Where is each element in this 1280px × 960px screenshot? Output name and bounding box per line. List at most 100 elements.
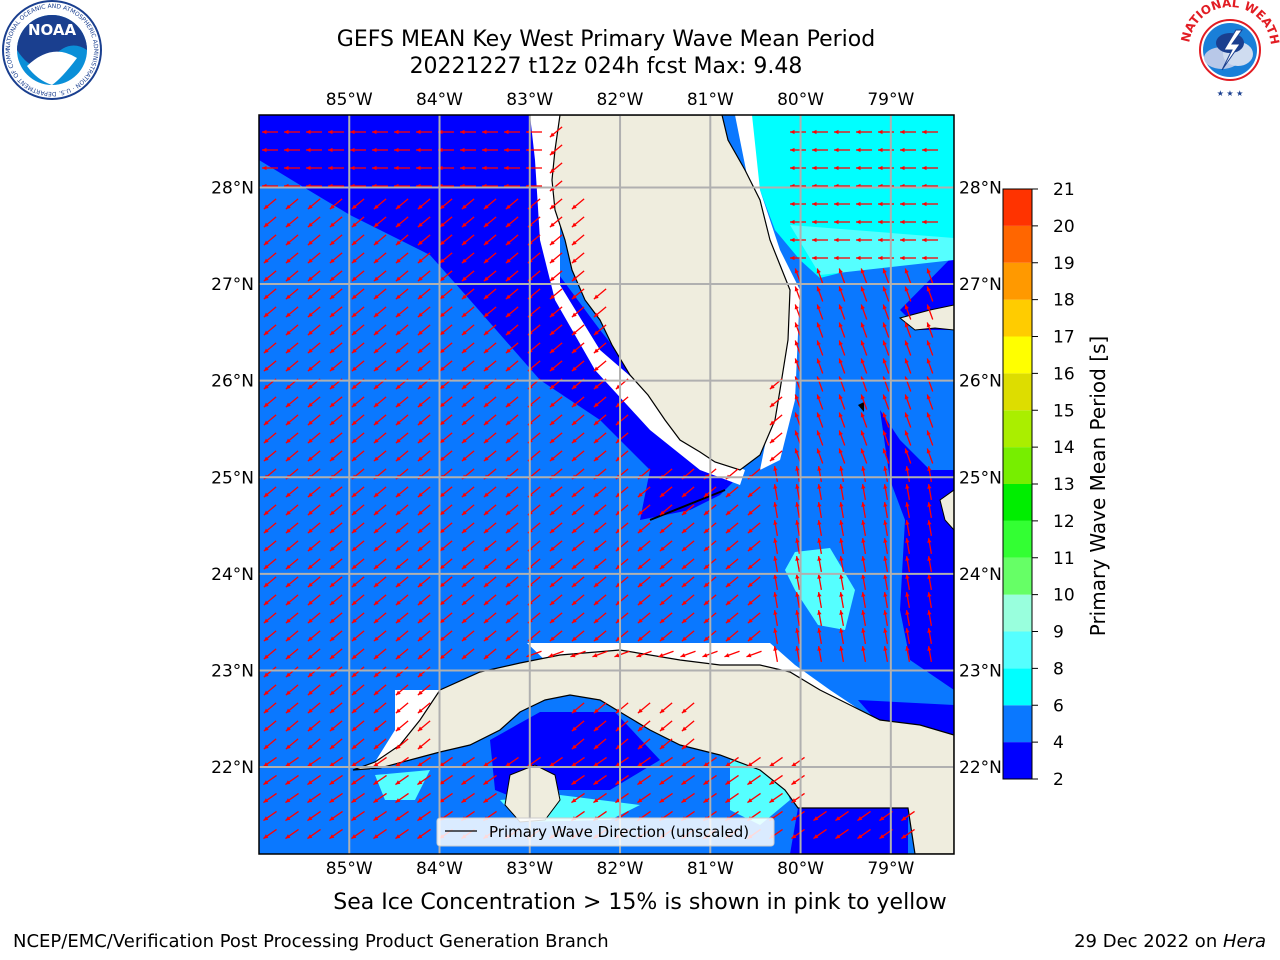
wave-direction-arrow [483,198,497,210]
wave-direction-arrow [284,129,300,135]
wave-direction-arrow [439,504,453,516]
wave-direction-arrow [681,558,695,570]
wave-direction-arrow [351,702,365,714]
colorbar-tick-label: 10 [1053,586,1075,606]
wave-direction-arrow [351,504,365,516]
wave-direction-arrow [839,538,845,554]
wave-direction-arrow [461,432,475,444]
wave-direction-arrow [746,650,762,658]
lat-label-left: 25°N [211,468,254,488]
wave-direction-arrow [439,234,453,246]
wave-direction-arrow [681,828,695,840]
wave-direction-arrow [263,360,277,372]
wave-direction-arrow [307,432,321,444]
wave-direction-arrow [307,342,321,354]
wave-direction-arrow [927,646,933,662]
wave-direction-arrow [329,684,343,696]
wave-direction-arrow [285,234,299,246]
wave-direction-arrow [794,268,802,284]
wave-direction-arrow [571,468,585,480]
wave-direction-arrow [747,612,761,624]
wave-direction-arrow [505,252,519,264]
wave-direction-arrow [417,270,431,282]
wave-direction-arrow [773,484,779,500]
wave-direction-arrow [505,504,519,516]
wave-direction-arrow [461,252,475,264]
wave-direction-arrow [483,648,497,660]
wave-direction-arrow [816,376,824,392]
wave-direction-arrow [549,234,563,246]
wave-direction-arrow [373,378,387,390]
wave-direction-arrow [860,430,868,446]
wave-direction-arrow [373,306,387,318]
wave-direction-arrow [549,252,563,264]
wave-direction-arrow [527,504,541,516]
wave-direction-arrow [351,774,365,786]
wave-direction-arrow [592,650,608,658]
wave-direction-arrow [838,358,846,374]
wave-direction-arrow [882,412,890,428]
wave-direction-arrow [373,756,387,768]
wave-direction-arrow [417,720,431,732]
wave-direction-arrow [351,738,365,750]
colorbar-tick-label: 13 [1053,475,1075,495]
wave-direction-arrow [395,522,409,534]
wave-direction-arrow [659,810,673,822]
wave-direction-arrow [307,828,321,840]
wave-direction-arrow [615,630,629,642]
wave-direction-arrow [878,219,894,225]
wave-direction-arrow [681,504,695,516]
wave-direction-arrow [439,558,453,570]
wave-direction-arrow [505,432,519,444]
wave-direction-arrow [505,324,519,336]
wave-direction-arrow [263,306,277,318]
wave-direction-arrow [395,576,409,588]
wave-direction-arrow [482,147,498,153]
wave-direction-arrow [637,468,651,480]
wave-direction-arrow [263,666,277,678]
wave-direction-arrow [527,468,541,480]
wave-direction-arrow [527,288,541,300]
wave-direction-arrow [395,684,409,696]
wave-direction-arrow [878,237,894,243]
wave-direction-arrow [593,810,607,822]
wave-direction-arrow [263,684,277,696]
wave-direction-arrow [773,646,779,662]
wave-direction-arrow [373,450,387,462]
wave-direction-arrow [263,522,277,534]
wave-direction-arrow [461,324,475,336]
wave-direction-arrow [703,612,717,624]
wave-direction-arrow [747,540,761,552]
wave-direction-arrow [882,268,890,284]
wave-direction-arrow [549,558,563,570]
colorbar-segment [1003,373,1032,411]
wave-direction-arrow [483,612,497,624]
wave-direction-arrow [395,450,409,462]
wave-direction-arrow [351,468,365,480]
colorbar-frame [1002,188,1033,780]
wave-period-field-2-4-bahamas [900,255,954,330]
wave-direction-arrow [373,594,387,606]
wave-direction-arrow [351,558,365,570]
wave-direction-arrow [395,378,409,390]
wave-direction-arrow [395,234,409,246]
wave-direction-arrow [329,612,343,624]
wave-direction-arrow [773,520,779,536]
wave-direction-arrow [839,574,845,590]
wave-direction-arrow [747,828,761,840]
wave-direction-arrow [527,450,541,462]
wave-direction-arrow [351,198,365,210]
wave-direction-arrow [351,576,365,588]
wave-direction-arrow [703,540,717,552]
wave-direction-arrow [878,201,894,207]
wave-direction-arrow [373,666,387,678]
wave-direction-arrow [593,612,607,624]
wave-direction-arrow [794,358,802,374]
wave-direction-arrow [795,574,801,590]
colorbar-segment [1003,631,1032,669]
wave-direction-arrow [307,684,321,696]
wave-direction-arrow [659,792,673,804]
wave-direction-arrow [769,810,783,822]
wave-direction-arrow [329,396,343,408]
lat-label-right: 22°N [959,758,1002,778]
